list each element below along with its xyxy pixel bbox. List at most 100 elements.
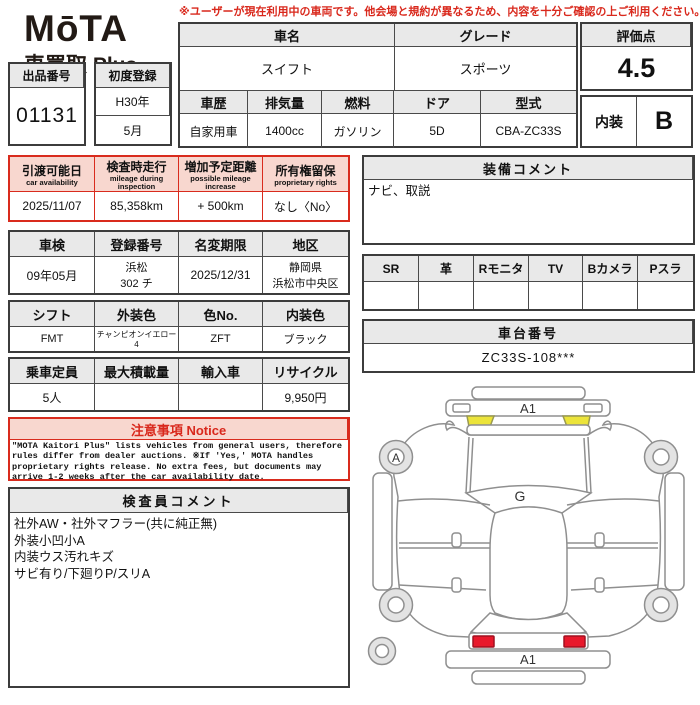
payload-value (95, 384, 179, 410)
mileage-value: 85,358km (95, 192, 179, 220)
vehicle-name-header: 車名 (180, 24, 395, 47)
notice-title-text: 注意事項 Notice (130, 422, 227, 438)
import-value (179, 384, 263, 410)
lot-number-value: 01131 (16, 104, 78, 127)
right-side-sill (664, 472, 685, 591)
notice-body: "MOTA Kaitori Plus" lists vehicles from … (12, 441, 343, 483)
vehicle-grade-header: グレード (395, 24, 576, 47)
seats-value: 5人 (10, 384, 95, 410)
shift-value: FMT (10, 327, 95, 351)
displacement-value: 1400cc (248, 114, 322, 148)
equipment-comment-title: 装備コメント (364, 157, 693, 180)
door-header: ドア (394, 91, 481, 114)
interior-label: 内装 (582, 97, 637, 146)
inspection-value: 09年05月 (10, 257, 95, 293)
front-bumper-label: A1 (520, 401, 536, 416)
availability-header-en: car availability (26, 177, 78, 187)
rear-bumper-label: A1 (520, 652, 536, 667)
recycle-header: リサイクル (263, 359, 348, 384)
import-header: 輸入車 (179, 359, 263, 384)
displacement-header: 排気量 (248, 91, 322, 114)
rear-lamp-strip (468, 632, 589, 650)
door-handle (594, 532, 605, 548)
exterior-color-value: チャンピオンイエロー4 (95, 327, 179, 351)
district-header: 地区 (263, 232, 348, 257)
front-roof-strip (471, 386, 586, 400)
rating-score: 4.5 (617, 52, 656, 83)
proprietary-rights-header-jp: 所有権留保 (275, 163, 336, 178)
equip-bcamera-value (583, 282, 638, 309)
inspection-header: 車検 (10, 232, 95, 257)
equip-rmonitor-header: Rモニタ (474, 256, 529, 282)
inspector-comment-title: 検査員コメント (10, 489, 348, 513)
shift-header: シフト (10, 302, 95, 327)
proprietary-rights-header: 所有権留保 proprietary rights (263, 157, 348, 192)
inspector-comment-line: 社外AW・社外マフラー(共に純正無) (14, 517, 217, 531)
history-header: 車歴 (180, 91, 248, 114)
vehicle-table: 車名 グレード スイフト スポーツ 車歴 排気量 燃料 ドア 型式 自家用車 1… (178, 22, 578, 148)
equipment-comment-body: ナビ、取説 (368, 184, 431, 198)
rear-right-red-mark (563, 635, 586, 648)
rear-left-wheel-hub (387, 596, 405, 614)
equip-tv-value (529, 282, 583, 309)
first-registration-box: 初度登録 H30年 5月 (94, 62, 172, 146)
logo-brand: MōTA (24, 8, 128, 49)
plate-line1: 浜松 (125, 262, 148, 274)
rear-left-red-mark (472, 635, 495, 648)
chassis-number-box: 車台番号 ZC33S-108*** (362, 319, 695, 373)
front-right-wheel-hub (652, 448, 670, 466)
mileage-increase-header-en: possible mileage increase (190, 173, 251, 191)
rear-roof-strip (471, 670, 586, 685)
front-bumper-bar (445, 399, 611, 417)
recycle-value: 9,950円 (284, 390, 327, 405)
equip-tv-header: TV (529, 256, 583, 282)
spare-tire-hub (374, 643, 390, 659)
equip-sr-header: SR (364, 256, 419, 282)
vehicle-name-value: スイフト (180, 47, 395, 91)
door-handle (451, 577, 462, 593)
transfer-deadline-header: 名変期限 (179, 232, 263, 257)
windshield-label: G (515, 488, 526, 504)
inspector-comment-line: 内装ウス汚れキズ (14, 550, 115, 564)
door-handle (594, 577, 605, 593)
notice-box: 注意事項 Notice "MOTA Kaitori Plus" lists ve… (8, 417, 350, 483)
spec-table: シフト 外装色 色No. 内装色 FMT チャンピオンイエロー4 ZFT ブラッ… (8, 300, 350, 353)
cowl-strip (466, 424, 591, 436)
first-registration-year: H30年 (96, 88, 170, 116)
equipment-table: SR 革 Rモニタ TV Bカメラ Pスラ (362, 254, 695, 311)
availability-header-jp: 引渡可能日 (21, 163, 82, 178)
history-value: 自家用車 (180, 114, 248, 148)
district-line1: 静岡県 (289, 262, 322, 274)
car-damage-diagram: A1 G A A1 (362, 385, 697, 700)
lot-number-header: 出品番号 (10, 64, 84, 88)
plate-header: 登録番号 (95, 232, 179, 257)
district-line2: 浜松市中央区 (272, 278, 339, 290)
transfer-deadline-value: 2025/12/31 (179, 257, 263, 293)
availability-header: 引渡可能日 car availability (10, 157, 95, 192)
rating-header: 評価点 (582, 24, 691, 47)
front-bumper-right-block (583, 403, 603, 413)
inspector-comment-body: 社外AW・社外マフラー(共に純正無) 外装小凹小A 内装ウス汚れキズ サビ有り/… (10, 513, 348, 585)
door-handle (451, 532, 462, 548)
chassis-number-header: 車台番号 (364, 321, 693, 344)
inspector-comment-line: 外装小凹小A (14, 533, 85, 548)
payload-header: 最大積載量 (95, 359, 179, 384)
interior-color-value: ブラック (283, 334, 328, 346)
car-diagram-svg: A1 G A A1 (367, 386, 685, 685)
equipment-comment-box: 装備コメント ナビ、取説 (362, 155, 695, 245)
door-seam-lines (397, 498, 660, 591)
top-warning-text: ※ユーザーが現在利用中の車両です。他会場と規約が異なるため、内容を十分ご確認の上… (179, 6, 700, 18)
proprietary-rights-header-en: proprietary rights (274, 177, 337, 187)
first-registration-header: 初度登録 (96, 64, 170, 88)
registration-table: 車検 登録番号 名変期限 地区 09年05月 浜松 302 チ 2025/12/… (8, 230, 350, 295)
equip-pslide-header: Pスラ (638, 256, 693, 282)
interior-color-header: 内装色 (263, 302, 348, 327)
mileage-increase-header: 増加予定距離 possible mileage increase (179, 157, 263, 192)
rating-box: 評価点 4.5 (580, 22, 693, 91)
plate-line2: 302 チ (120, 278, 153, 290)
rear-bumper-bar (445, 650, 611, 669)
front-bumper-left-block (452, 403, 471, 413)
equip-sr-value (364, 282, 419, 309)
chassis-number-value: ZC33S-108*** (481, 350, 576, 365)
proprietary-rights-value: なし〈No〉 (273, 199, 338, 214)
